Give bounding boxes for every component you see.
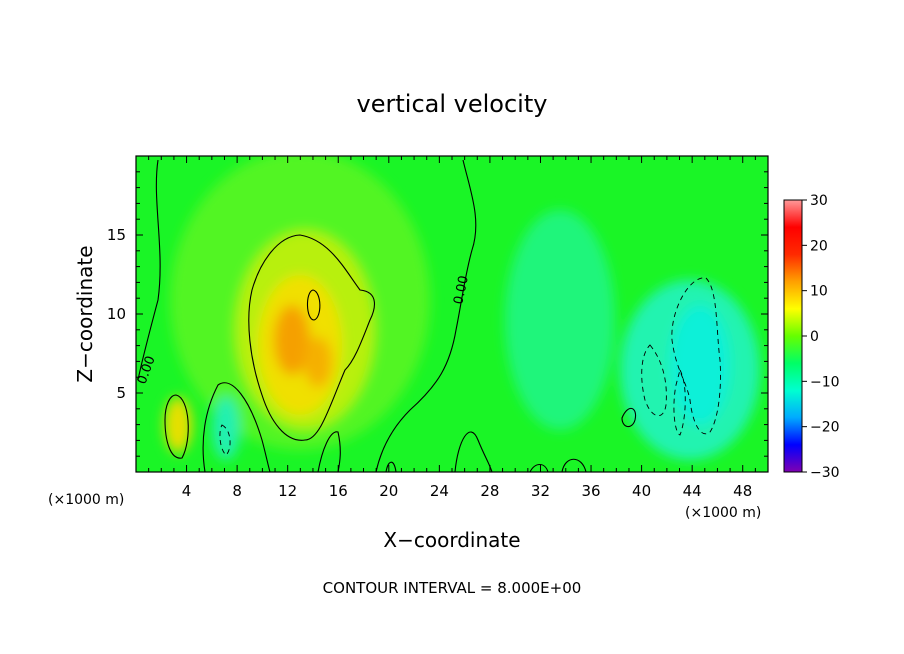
x-tick-label: 16 <box>329 482 348 500</box>
colorbar-tick-label: 20 <box>810 238 828 254</box>
colorbar-tick-label: −10 <box>810 374 840 390</box>
dashed-contours <box>219 277 721 456</box>
downdraft-contour-east3 <box>673 368 686 436</box>
y-tick-label: 10 <box>107 305 126 323</box>
x-tick-label: 8 <box>232 482 242 500</box>
contours <box>137 159 637 472</box>
x-tick-label: 28 <box>480 482 499 500</box>
x-tick-label: 48 <box>733 482 752 500</box>
y-tick-label: 5 <box>116 384 126 402</box>
zero-contour-inner <box>202 382 271 472</box>
colorbar-tick-label: −30 <box>810 465 840 481</box>
updraft-contour <box>248 234 375 441</box>
updraft-inner-contour <box>306 289 321 321</box>
x-tick-label: 20 <box>379 482 398 500</box>
field-small-updraft <box>164 397 192 453</box>
x-tick-label: 4 <box>182 482 192 500</box>
east-bumps <box>317 431 587 472</box>
chart-title: vertical velocity <box>357 90 548 118</box>
contour-interval-note: CONTOUR INTERVAL = 8.000E+00 <box>323 579 582 597</box>
x-unit-left: (×1000 m) <box>48 492 124 508</box>
downdraft-contour-east2 <box>641 344 667 417</box>
y-tick-label: 15 <box>107 226 126 244</box>
colorbar-bar <box>783 199 803 473</box>
contour-label-mid: 0.00 <box>451 274 472 305</box>
field-cool-east-core <box>670 305 730 425</box>
x-unit-right: (×1000 m) <box>685 505 761 521</box>
field-cool-east <box>505 210 615 430</box>
downdraft-contour-west <box>219 424 231 456</box>
x-tick-label: 12 <box>278 482 297 500</box>
colorbar-tick-label: 10 <box>810 284 828 300</box>
x-tick-label: 24 <box>430 482 449 500</box>
x-axis-label: X−coordinate <box>383 528 520 552</box>
zero-contour-west <box>137 159 161 381</box>
field-warm-core <box>274 305 310 375</box>
zero-contour-mid <box>375 159 477 472</box>
x-tick-label: 44 <box>683 482 702 500</box>
x-tick-label: 40 <box>632 482 651 500</box>
colorbar: 30 20 10 0 −10 −20 −30 <box>783 193 840 481</box>
colorbar-tick-label: −20 <box>810 420 840 436</box>
downdraft-contour-east <box>671 277 721 435</box>
colorbar-tick-label: 30 <box>810 193 828 209</box>
colorbar-tick-label: 0 <box>810 329 819 345</box>
east-small-contour <box>621 407 637 428</box>
small-updraft-contour <box>164 394 189 459</box>
x-tick-label: 36 <box>581 482 600 500</box>
y-axis-label: Z−coordinate <box>73 245 97 382</box>
x-tick-label: 32 <box>531 482 550 500</box>
colorbar-ticks: 30 20 10 0 −10 −20 −30 <box>802 193 840 481</box>
field-warm-core2 <box>304 337 332 387</box>
